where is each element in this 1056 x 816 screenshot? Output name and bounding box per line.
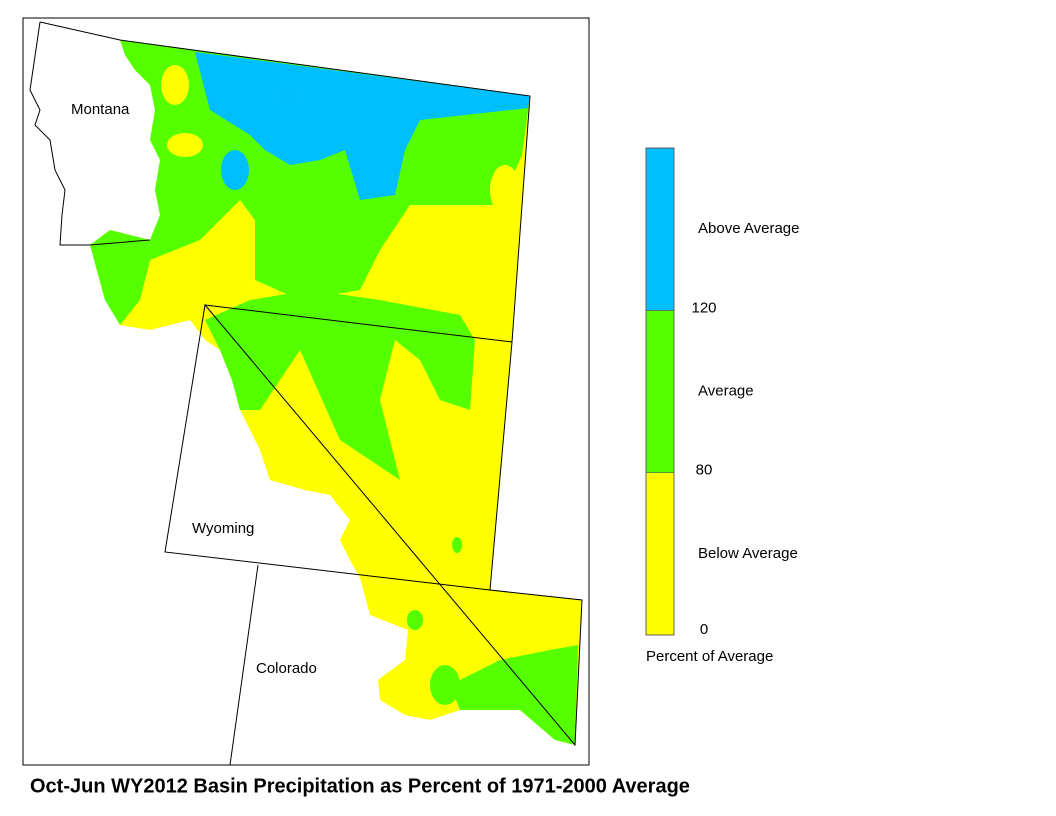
state-boundaries xyxy=(29,21,583,766)
legend-class-label: Below Average xyxy=(698,545,798,562)
average-region xyxy=(452,537,462,553)
average-region xyxy=(450,645,578,745)
average-region xyxy=(407,610,423,630)
montana-boundary xyxy=(39,21,531,343)
legend-class-label: Above Average xyxy=(698,220,799,237)
wyoming-boundary xyxy=(164,304,491,591)
above-average-region xyxy=(281,93,293,103)
colorado-boundary xyxy=(229,564,259,766)
legend-tick-label: 120 xyxy=(691,299,716,316)
legend-swatch xyxy=(645,472,675,636)
state-label: Colorado xyxy=(256,660,317,677)
below-average-region xyxy=(167,133,203,157)
above-average-region xyxy=(195,52,530,200)
montana-boundary xyxy=(29,21,151,246)
below-average-region xyxy=(161,65,189,105)
legend-caption: Percent of Average xyxy=(646,648,773,665)
legend-swatch xyxy=(645,147,675,311)
legend-class-label: Average xyxy=(698,382,754,399)
state-label: Montana xyxy=(71,101,130,118)
state-label: Wyoming xyxy=(192,520,254,537)
below-average-region xyxy=(490,165,520,215)
average-region xyxy=(430,665,460,705)
map-title: Oct-Jun WY2012 Basin Precipitation as Pe… xyxy=(30,775,690,797)
above-average-region xyxy=(221,150,249,190)
basin-regions xyxy=(90,40,582,745)
legend: Below Average Average Above Average 0 80 120 xyxy=(645,147,799,638)
legend-tick-label: 80 xyxy=(696,462,713,479)
legend-border xyxy=(645,147,675,636)
average-region xyxy=(205,290,475,480)
legend-tick-label: 0 xyxy=(700,621,708,638)
wyoming-boundary xyxy=(203,304,583,747)
legend-swatch xyxy=(645,310,675,473)
